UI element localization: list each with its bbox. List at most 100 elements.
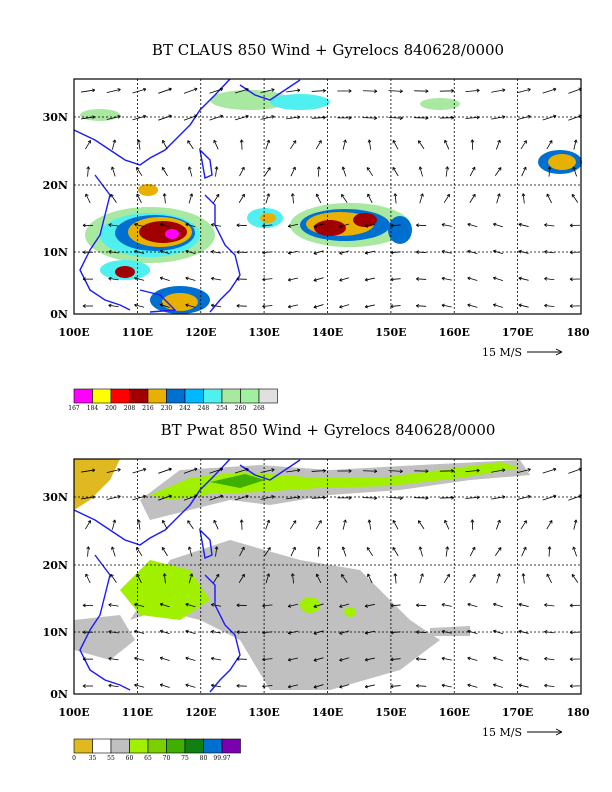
wind-vector [419, 546, 423, 557]
wind-vector-head [236, 684, 240, 688]
wind-vector-head [159, 683, 164, 688]
wind-vector [491, 89, 506, 93]
wind-vector [288, 603, 299, 607]
wind-vector-head [168, 87, 172, 92]
panel-1-lat-tick: 0N [50, 308, 68, 321]
wind-vector [211, 277, 222, 281]
colorbar-label: 208 [124, 405, 136, 412]
wind-vector [419, 573, 424, 584]
wind-vector-head [82, 223, 86, 228]
wind-vector-head [467, 602, 471, 607]
wind-vector-head [415, 683, 420, 688]
wind-vector-head [185, 276, 189, 281]
wind-vector [163, 573, 166, 584]
wind-vector [316, 193, 322, 204]
wind-vector [108, 278, 119, 281]
wind-vector-head [134, 656, 138, 661]
colorbar-label: 230 [161, 405, 173, 412]
wind-vector [132, 88, 147, 94]
wind-vector-head [159, 656, 164, 661]
colorbar-label: 65 [144, 755, 152, 762]
wind-vector-head [215, 193, 220, 198]
wind-vector-head [472, 166, 476, 171]
wind-vector-head [549, 520, 553, 524]
wind-vector-head [493, 602, 497, 607]
wind-vector-head [134, 249, 138, 254]
colorbar-label: 167 [68, 405, 80, 412]
wind-vector [419, 166, 423, 177]
wind-vector [134, 657, 145, 661]
wind-vector-head [117, 114, 121, 119]
wind-vector [418, 520, 425, 530]
wind-vector [85, 520, 91, 530]
wind-vector-head [367, 139, 372, 143]
wind-vector [136, 547, 143, 557]
wind-vector [289, 520, 297, 530]
wind-vector-head [210, 223, 215, 227]
wind-vector-head [210, 629, 215, 634]
panel-1-lon-tick: 100E [58, 326, 89, 339]
wind-vector [85, 193, 91, 204]
wind-vector [265, 573, 270, 584]
wind-vector-head [134, 602, 138, 607]
wind-vector-head [110, 574, 114, 578]
wind-vector [81, 116, 95, 120]
wind-vector-head [210, 603, 215, 607]
wind-vector-head [502, 468, 506, 473]
panel-1-gridlines [74, 79, 581, 314]
wind-vector-head [451, 89, 455, 93]
wind-vector-head [210, 249, 215, 254]
panel-1-scale-vector: 15 M/S [482, 346, 563, 359]
wind-vector [544, 631, 555, 634]
wind-vector-head [571, 194, 576, 198]
wind-vector-head [364, 250, 369, 255]
wind-vector-head [236, 277, 240, 281]
panel-2-lat-tick: 20N [43, 559, 68, 572]
wind-vector-head [441, 303, 445, 308]
wind-vector-head [219, 494, 224, 499]
wind-vector-head [142, 467, 147, 472]
colorbar-swatch [92, 738, 112, 754]
wind-vector-head [569, 684, 573, 688]
wind-vector [364, 277, 375, 281]
wind-vector [418, 140, 425, 150]
panel-2-scale-label: 15 M/S [482, 726, 522, 739]
wind-vector-head [544, 223, 548, 227]
wind-vector-head [390, 304, 394, 309]
wind-vector-head [136, 193, 140, 198]
colorbar-label: 184 [87, 405, 99, 412]
wind-vector [368, 139, 372, 150]
wind-vector-head [134, 629, 138, 634]
colorbar-swatch [129, 738, 149, 754]
wind-vector [392, 167, 399, 177]
colorbar-label: 260 [235, 405, 247, 412]
wind-vector [265, 139, 270, 150]
colorbar-swatch [147, 738, 167, 754]
wind-vector-head [262, 223, 266, 228]
wind-vector [234, 495, 249, 501]
wind-vector [390, 631, 401, 634]
wind-vector-head [313, 684, 317, 689]
wind-vector-head [236, 223, 240, 228]
wind-vector [362, 470, 377, 472]
wind-vector-head [159, 222, 164, 227]
wind-vector-head [415, 223, 420, 228]
wind-vector-head [262, 250, 266, 255]
wind-vector [388, 470, 403, 472]
wind-vector [260, 89, 275, 93]
wind-vector-head [91, 468, 96, 473]
wind-vector [262, 224, 273, 227]
wind-vector-head [219, 114, 224, 119]
wind-vector [262, 631, 273, 634]
wind-vector [262, 251, 273, 254]
wind-vector [213, 520, 219, 530]
wind-vector-head [572, 166, 576, 170]
wind-vector-head [292, 166, 296, 171]
wind-vector-head [313, 278, 317, 282]
wind-vector [311, 470, 326, 472]
wind-vector-head [521, 573, 526, 577]
wind-vector-head [159, 303, 164, 308]
wind-vector [188, 546, 193, 557]
wind-vector-head [467, 276, 471, 281]
wind-vector-head [111, 546, 115, 550]
